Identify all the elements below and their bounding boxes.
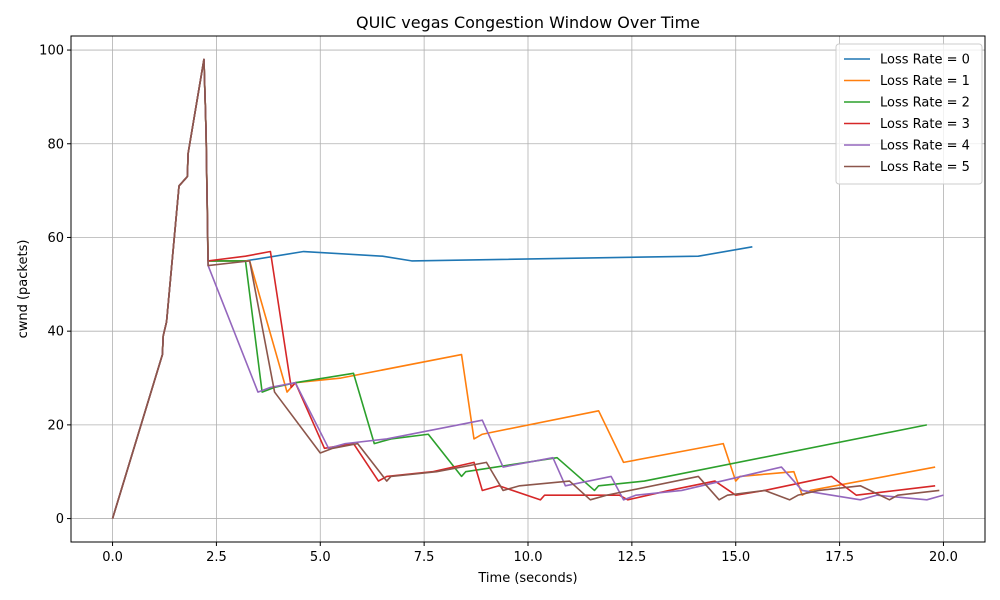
legend: Loss Rate = 0 Loss Rate = 1 Loss Rate = 2 L… — [835, 43, 983, 185]
y-tick-label: 60 — [47, 231, 64, 246]
series-line-loss-rate-0 — [111, 58, 753, 519]
series-line-loss-rate-5 — [111, 58, 940, 519]
legend-entry: Loss Rate = 2 — [880, 96, 970, 111]
legend-entry: Loss Rate = 0 — [880, 53, 970, 68]
legend-entry: Loss Rate = 4 — [880, 139, 970, 154]
x-tick-label: 12.5 — [617, 550, 646, 565]
x-tick-label: 5.0 — [310, 550, 331, 565]
x-tick-label: 10.0 — [514, 550, 543, 565]
axis-ticks: 0.0 2.5 5.0 7.5 10.0 12.5 15.0 17.5 20.0 0 20 40 60 8… — [39, 44, 958, 565]
x-axis-label: Time (seconds) — [477, 571, 577, 586]
grid-lines — [71, 36, 985, 542]
legend-entry: Loss Rate = 1 — [880, 74, 970, 89]
y-axis-label: cwnd (packets) — [16, 240, 31, 339]
chart-title: QUIC vegas Congestion Window Over Time — [356, 13, 700, 32]
y-tick-label: 40 — [47, 325, 64, 340]
x-tick-label: 0.0 — [102, 550, 123, 565]
y-tick-label: 80 — [47, 137, 64, 152]
legend-box — [835, 43, 983, 185]
series-line-loss-rate-3 — [111, 58, 936, 519]
y-tick-label: 20 — [47, 418, 64, 433]
x-tick-label: 20.0 — [929, 550, 958, 565]
series-lines — [111, 58, 944, 519]
series-line-loss-rate-1 — [111, 58, 936, 519]
series-line-loss-rate-2 — [111, 58, 927, 519]
legend-entry: Loss Rate = 5 — [880, 160, 970, 175]
legend-entry: Loss Rate = 3 — [880, 117, 970, 132]
x-tick-label: 7.5 — [414, 550, 435, 565]
x-tick-label: 17.5 — [825, 550, 854, 565]
y-tick-label: 100 — [39, 44, 64, 59]
y-tick-label: 0 — [56, 512, 64, 527]
x-tick-label: 2.5 — [206, 550, 227, 565]
x-tick-label: 15.0 — [721, 550, 750, 565]
